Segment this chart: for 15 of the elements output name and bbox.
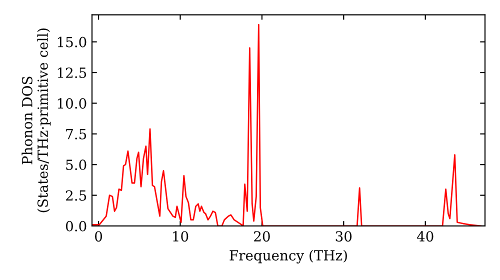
x-tick-label: 30 <box>336 231 352 242</box>
x-tick-label: 0 <box>95 231 102 242</box>
y-tick-label: 12.5 <box>58 68 86 78</box>
line-series <box>92 24 482 226</box>
x-tick-label: 40 <box>416 231 434 242</box>
y-tick-label: 2.5 <box>66 190 86 201</box>
y-tick-label: 7.5 <box>66 129 86 140</box>
y-tick-label: 10.0 <box>58 98 86 109</box>
x-tick-label: 20 <box>254 231 270 242</box>
x-tick-label: 10 <box>173 231 188 242</box>
x-axis-title: Frequency (THz) <box>230 250 347 264</box>
y-tick-label: 0.0 <box>66 220 86 232</box>
y-axis-title: Phonon DOS (States/THz·primitive cell) <box>22 28 51 212</box>
y-tick-label: 15.0 <box>58 36 86 48</box>
y-tick-label: 5.0 <box>66 160 86 170</box>
